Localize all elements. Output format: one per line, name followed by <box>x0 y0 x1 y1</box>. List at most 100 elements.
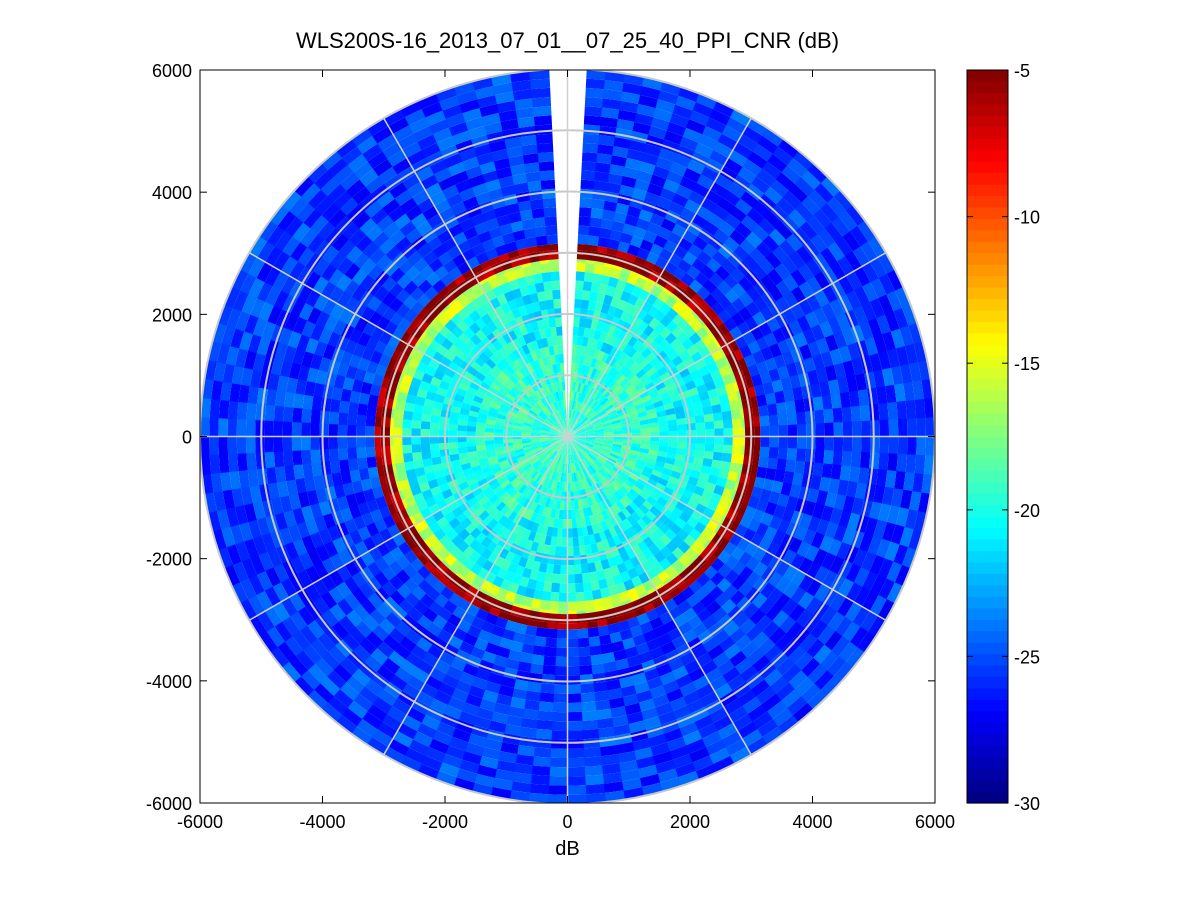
cnr-cell <box>448 447 459 456</box>
cnr-cell <box>511 287 523 300</box>
cnr-cell <box>549 415 556 423</box>
cnr-cell <box>521 461 531 469</box>
cnr-cell <box>541 425 551 430</box>
cnr-cell <box>553 480 558 491</box>
cnr-cell <box>381 657 401 675</box>
cnr-cell <box>619 450 630 457</box>
cnr-cell <box>485 178 502 192</box>
cnr-cell <box>613 372 623 383</box>
cnr-cell <box>646 367 657 378</box>
cnr-cell <box>587 562 597 573</box>
cnr-cell <box>581 419 590 426</box>
cnr-cell <box>333 374 346 389</box>
cnr-cell <box>327 524 341 542</box>
cnr-cell <box>344 295 360 313</box>
cnr-cell <box>847 342 861 362</box>
cnr-cell <box>730 409 742 420</box>
cnr-cell <box>593 423 603 429</box>
cnr-cell <box>447 500 460 512</box>
cnr-cell <box>524 417 534 424</box>
cnr-cell <box>445 581 458 593</box>
cnr-cell <box>589 654 604 665</box>
cnr-cell <box>552 441 561 449</box>
cnr-cell <box>354 540 369 556</box>
cnr-cell <box>372 373 385 387</box>
cnr-cell <box>642 547 654 560</box>
cnr-cell <box>640 440 651 446</box>
cnr-cell <box>411 443 422 453</box>
cnr-cell <box>418 279 433 294</box>
cnr-cell <box>485 358 497 369</box>
cnr-cell <box>693 456 704 466</box>
cnr-cell <box>824 521 839 540</box>
cnr-cell <box>658 425 669 432</box>
cnr-cell <box>279 494 293 513</box>
cnr-cell <box>356 413 367 426</box>
cnr-cell <box>566 693 582 703</box>
cnr-cell <box>604 518 614 529</box>
cnr-cell <box>284 464 296 482</box>
cnr-cell <box>236 418 247 437</box>
cnr-cell <box>400 529 411 542</box>
cnr-cell <box>610 369 620 380</box>
cnr-cell <box>717 309 732 324</box>
cnr-cell <box>729 746 752 765</box>
cnr-cell <box>374 435 381 447</box>
cnr-cell <box>621 267 632 274</box>
cnr-cell <box>581 152 599 163</box>
cnr-cell <box>627 720 646 734</box>
cnr-cell <box>900 363 913 385</box>
cnr-cell <box>538 250 550 262</box>
cnr-cell <box>659 533 672 546</box>
cnr-cell <box>673 485 685 496</box>
cnr-cell <box>427 478 439 490</box>
cnr-cell <box>615 476 625 486</box>
cnr-cell <box>841 406 852 423</box>
cnr-cell <box>392 436 403 446</box>
cnr-cell <box>570 454 574 464</box>
cnr-cell <box>721 730 743 748</box>
colorbar-swatch <box>967 299 1008 312</box>
cnr-cell <box>839 465 851 482</box>
cnr-cell <box>574 500 579 510</box>
cnr-cell <box>592 446 602 452</box>
cnr-cell <box>517 455 527 462</box>
cnr-cell <box>304 582 321 602</box>
cnr-cell <box>678 682 697 697</box>
cnr-cell <box>409 117 431 134</box>
cnr-cell <box>348 626 367 645</box>
cnr-cell <box>575 354 581 364</box>
cnr-cell <box>328 423 339 437</box>
cnr-cell <box>605 354 614 365</box>
cnr-cell <box>547 479 554 489</box>
cnr-cell <box>540 439 550 443</box>
cnr-cell <box>508 279 520 291</box>
cnr-cell <box>522 424 533 429</box>
cnr-cell <box>585 259 596 265</box>
cnr-cell <box>366 404 378 417</box>
cnr-cell <box>861 301 877 323</box>
colorbar-swatch <box>967 711 1008 724</box>
cnr-cell <box>519 652 534 664</box>
cnr-cell <box>584 346 592 357</box>
cnr-cell <box>297 569 313 589</box>
cnr-cell <box>471 345 484 357</box>
cnr-cell <box>912 472 924 494</box>
cnr-cell <box>681 522 694 536</box>
cnr-cell <box>574 462 579 473</box>
cnr-cell <box>549 262 560 273</box>
cnr-cell <box>634 256 647 267</box>
cnr-cell <box>396 288 411 304</box>
azimuth-spoke <box>567 252 887 438</box>
cnr-cell <box>767 154 788 173</box>
cnr-cell <box>388 673 408 691</box>
cnr-cell <box>621 637 636 650</box>
cnr-cell <box>554 442 562 451</box>
cnr-cell <box>504 136 523 149</box>
cnr-cell <box>573 564 582 575</box>
cnr-cell <box>659 431 669 437</box>
cnr-cell <box>566 647 580 658</box>
cnr-cell <box>804 311 820 329</box>
cnr-cell <box>695 443 706 452</box>
cnr-cell <box>814 183 835 204</box>
